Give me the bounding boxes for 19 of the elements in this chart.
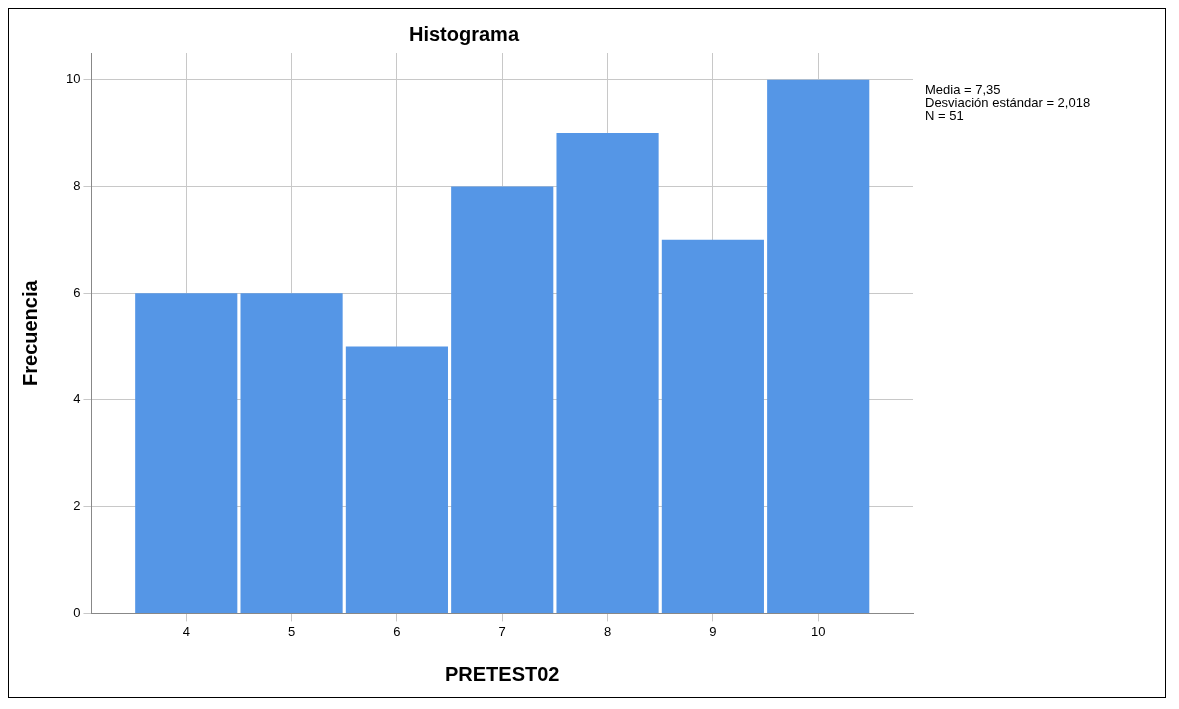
y-axis-title: Frecuencia — [18, 279, 41, 386]
x-tick-label: 8 — [603, 623, 612, 639]
x-tick-label: 7 — [498, 623, 506, 639]
text: Media = 7,35 — [925, 81, 1001, 97]
x-tick-label: 6 — [393, 623, 401, 639]
text: N = 51 — [925, 107, 964, 123]
text: Desviación estándar = 2,018 — [925, 94, 1091, 110]
x-tick-label: 5 — [287, 623, 296, 639]
y-tick-label: 0 — [73, 604, 81, 620]
y-tick-label: 4 — [73, 391, 81, 407]
y-tick-label: 2 — [73, 498, 81, 514]
y-tick-label: 8 — [73, 178, 81, 194]
y-tick-label: 6 — [73, 284, 81, 300]
chart-title: Histograma — [408, 22, 520, 45]
y-tick-label: 10 — [65, 71, 81, 87]
x-tick-label: 4 — [182, 623, 190, 639]
x-tick-label: 10 — [810, 623, 826, 639]
x-axis-title: PRETEST02 — [444, 662, 560, 685]
x-tick-label: 9 — [709, 623, 717, 639]
